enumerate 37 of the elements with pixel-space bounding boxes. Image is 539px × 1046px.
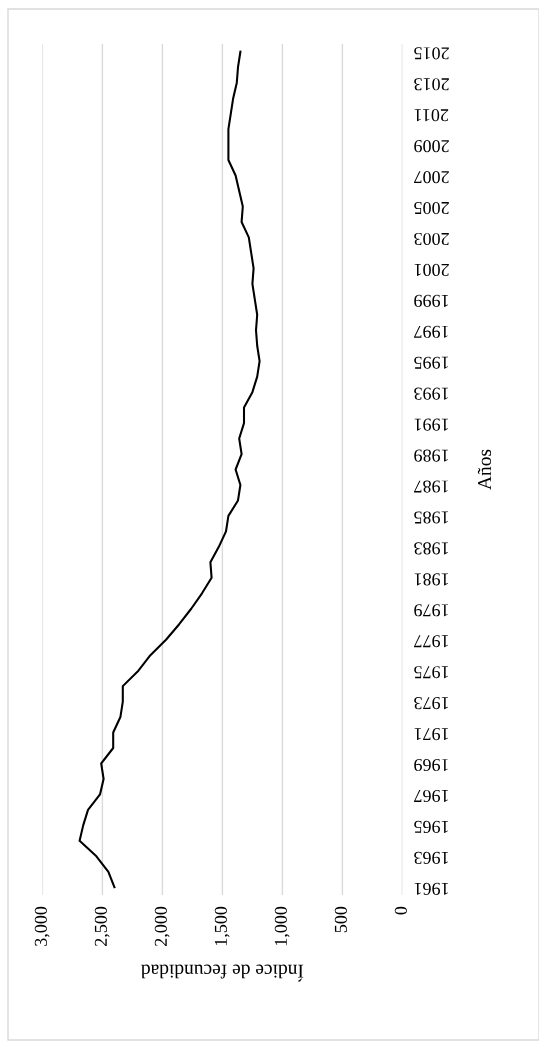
x-tick-label: 1,500 [214, 906, 230, 946]
y-tick-label: 1967 [414, 789, 449, 803]
y-tick-label: 2001 [414, 263, 449, 277]
x-tick-label: 3,000 [34, 906, 50, 946]
y-tick-label: 2015 [414, 47, 449, 60]
x-tick-label: 0 [394, 906, 407, 915]
y-tick-label: 2005 [414, 201, 449, 215]
y-axis-title: Años [477, 449, 492, 490]
x-tick-label: 1,000 [274, 906, 290, 946]
y-tick-label: 1965 [414, 820, 449, 833]
y-tick-label: 1961 [414, 882, 449, 895]
y-tick-label: 2013 [414, 78, 449, 91]
y-tick-label: 2003 [414, 232, 449, 246]
y-tick-label: 1993 [414, 387, 449, 400]
x-axis-title: Índice de fecundidad [141, 964, 304, 982]
y-tick-label: 1977 [414, 635, 449, 648]
x-tick-label: 2,000 [154, 906, 170, 946]
x-tick-label: 500 [334, 906, 347, 933]
y-tick-label: 1969 [414, 758, 449, 772]
y-tick-label: 1979 [414, 604, 449, 617]
x-tick-label: 2,500 [94, 906, 110, 946]
y-tick-label: 1971 [414, 728, 449, 741]
y-tick-label: 1991 [414, 418, 449, 431]
y-tick-label: 1995 [414, 356, 449, 369]
y-tick-label: 1985 [414, 511, 449, 524]
y-tick-label: 1997 [414, 325, 449, 338]
y-tick-label: 2007 [414, 171, 449, 184]
y-tick-label: 1981 [414, 573, 449, 586]
y-tick-label: 1963 [414, 851, 449, 864]
y-tick-label: 2009 [414, 140, 449, 153]
y-tick-label: 1983 [414, 542, 449, 555]
y-tick-label: 2011 [414, 109, 449, 122]
y-tick-label: 1999 [414, 294, 449, 307]
y-tick-label: 1973 [414, 697, 449, 710]
y-tick-label: 1989 [414, 449, 449, 462]
y-tick-label: 1987 [414, 480, 449, 493]
y-tick-label: 1975 [414, 666, 449, 679]
